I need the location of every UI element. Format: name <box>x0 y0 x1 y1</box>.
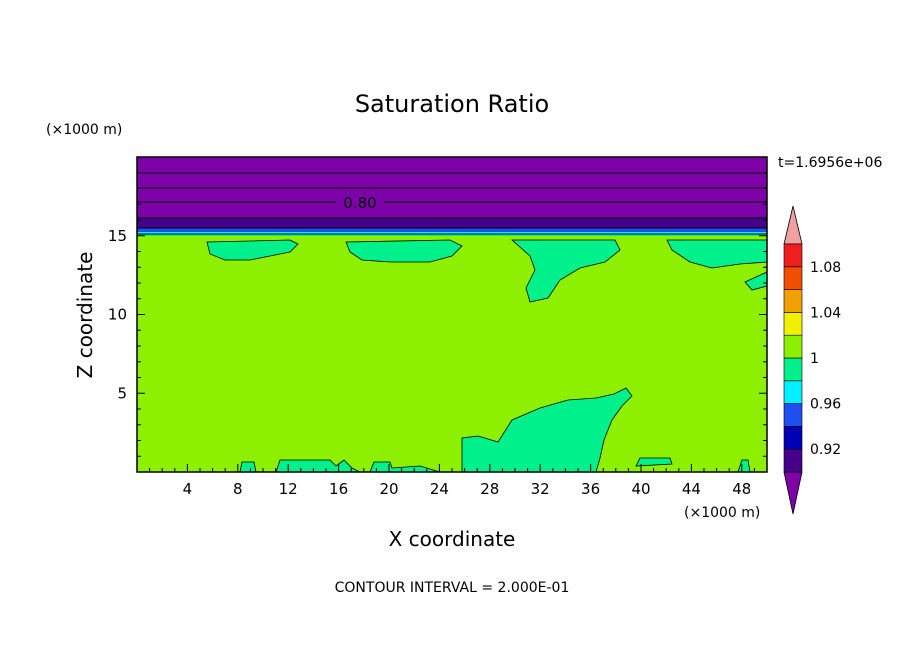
patch-upper-4 <box>666 239 767 269</box>
field-band-098 <box>137 232 767 234</box>
x-axis-label: X coordinate <box>389 527 516 551</box>
field-band-092 <box>137 218 767 228</box>
patch-lower-plume <box>461 387 633 472</box>
x-tick-label: 8 <box>233 480 243 498</box>
x-tick-label: 12 <box>279 480 298 498</box>
colorbar-over-arrow <box>783 205 803 245</box>
patch-surface <box>635 457 673 467</box>
colorbar: 0.92 0.96 1 1.04 1.08 <box>783 205 841 515</box>
colorbar-bin <box>783 243 803 268</box>
plot-area: 0.80 <box>136 156 768 473</box>
x-tick-label: 28 <box>480 480 499 498</box>
colorbar-bin <box>783 334 803 359</box>
field-band-094 <box>137 228 767 232</box>
x-tick-label: 32 <box>531 480 550 498</box>
x-tick-label: 36 <box>581 480 600 498</box>
x-tick-label: 4 <box>183 480 193 498</box>
colorbar-tick-label: 1.04 <box>810 305 841 321</box>
patch-surface <box>239 461 257 472</box>
colorbar-bin <box>783 357 803 382</box>
field-band-099 <box>137 234 767 236</box>
y-axis-label: Z coordinate <box>73 252 97 379</box>
x-axis-unit: (×1000 m) <box>684 505 760 521</box>
x-tick-label: 48 <box>732 480 751 498</box>
colorbar-bin <box>783 426 803 450</box>
y-axis-ticks: 5 10 15 <box>108 172 767 457</box>
patch-upper-2 <box>345 239 463 263</box>
colorbar-tick-label: 0.92 <box>810 442 841 458</box>
y-tick-label: 10 <box>108 306 127 324</box>
patch-surface <box>737 459 751 472</box>
patch-surface <box>369 461 441 472</box>
colorbar-bin <box>783 312 803 336</box>
y-axis-unit: (×1000 m) <box>46 122 122 138</box>
x-tick-label: 44 <box>682 480 701 498</box>
patch-upper-1 <box>206 239 299 261</box>
contour-label: 0.80 <box>343 194 376 212</box>
colorbar-tick-label: 1 <box>810 351 819 367</box>
patch-upper-3 <box>510 239 621 303</box>
x-tick-label: 16 <box>329 480 348 498</box>
chart-title: Saturation Ratio <box>355 90 549 118</box>
colorbar-under-arrow <box>783 471 803 515</box>
contour-interval-label: CONTOUR INTERVAL = 2.000E-01 <box>335 580 570 596</box>
colorbar-tick-label: 0.96 <box>810 397 841 413</box>
y-tick-label: 5 <box>117 384 127 402</box>
x-tick-label: 40 <box>631 480 650 498</box>
y-tick-label: 15 <box>108 227 127 245</box>
colorbar-tick-label: 1.08 <box>810 260 841 276</box>
colorbar-bin <box>783 448 803 473</box>
colorbar-bin <box>783 380 803 404</box>
colorbar-bin <box>783 403 803 427</box>
x-tick-label: 24 <box>430 480 449 498</box>
time-label: t=1.6956e+06 <box>778 155 882 171</box>
patch-upper-5 <box>744 271 767 291</box>
colorbar-bin <box>783 266 803 290</box>
colorbar-bin <box>783 289 803 313</box>
x-tick-label: 20 <box>379 480 398 498</box>
x-axis-ticks: 4 8 12 16 20 24 28 32 36 40 44 48 <box>149 464 755 498</box>
